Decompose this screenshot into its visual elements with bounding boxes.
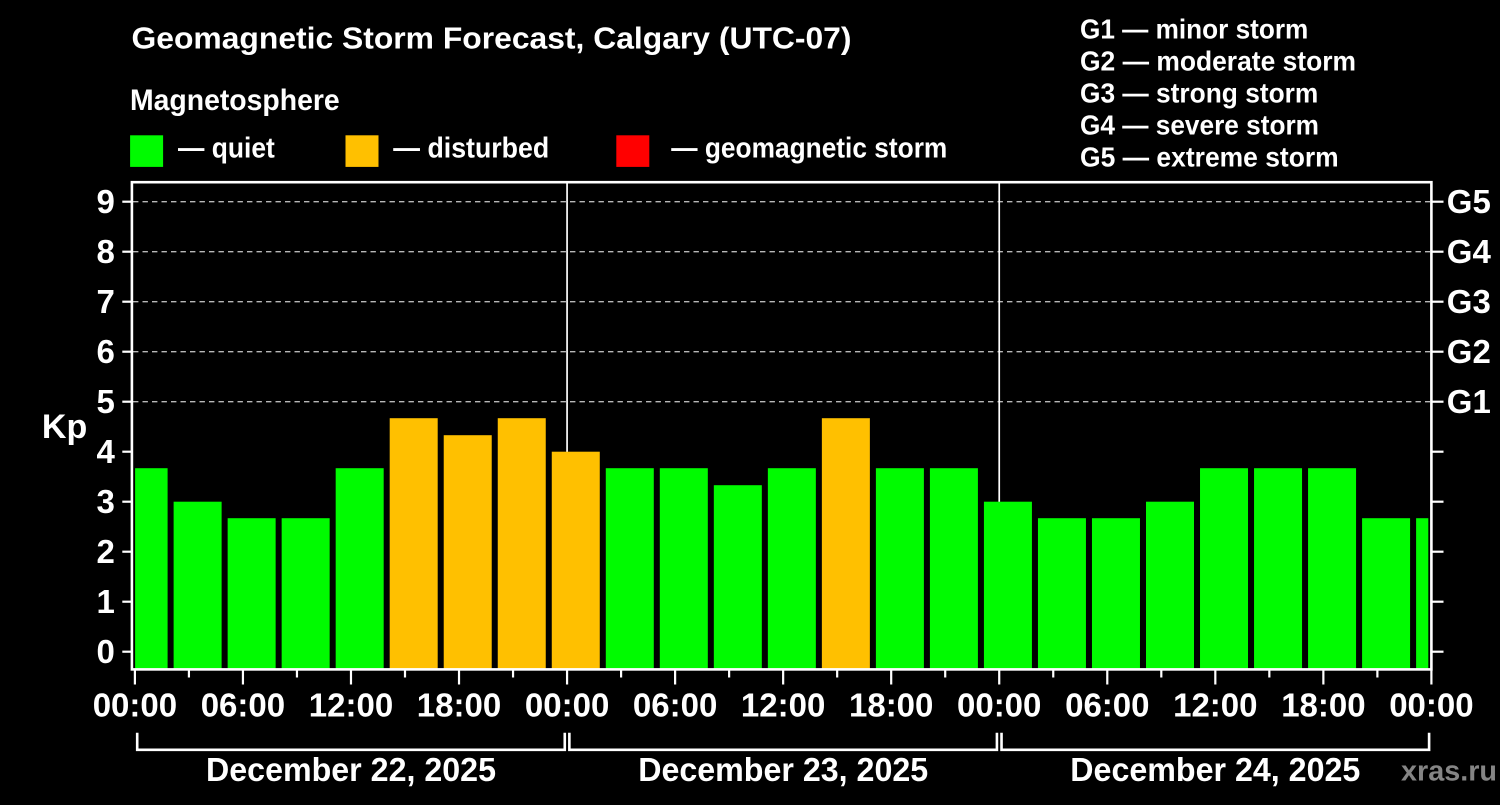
svg-text:00:00: 00:00 (525, 687, 609, 724)
svg-text:7: 7 (96, 283, 114, 320)
svg-text:0: 0 (96, 633, 114, 670)
svg-text:G4 — severe storm: G4 — severe storm (1080, 110, 1319, 141)
svg-text:G4: G4 (1447, 233, 1492, 270)
svg-text:G5 — extreme storm: G5 — extreme storm (1080, 142, 1339, 173)
svg-text:00:00: 00:00 (957, 687, 1041, 724)
svg-text:— quiet: — quiet (178, 133, 275, 165)
svg-text:Magnetosphere: Magnetosphere (130, 84, 340, 117)
svg-text:— disturbed: — disturbed (393, 133, 549, 165)
svg-text:xras.ru: xras.ru (1401, 756, 1497, 788)
svg-text:06:00: 06:00 (633, 687, 717, 724)
svg-text:12:00: 12:00 (741, 687, 825, 724)
svg-text:G5: G5 (1447, 183, 1491, 220)
svg-text:G1: G1 (1447, 383, 1491, 420)
svg-text:00:00: 00:00 (1389, 687, 1473, 724)
svg-text:5: 5 (96, 383, 114, 420)
svg-text:1: 1 (96, 583, 114, 620)
svg-text:06:00: 06:00 (1065, 687, 1149, 724)
svg-text:December 24, 2025: December 24, 2025 (1070, 751, 1360, 788)
svg-text:G1 — minor storm: G1 — minor storm (1080, 14, 1308, 45)
svg-text:G3: G3 (1447, 283, 1491, 320)
svg-text:12:00: 12:00 (309, 687, 393, 724)
svg-text:9: 9 (96, 183, 114, 220)
svg-text:00:00: 00:00 (93, 687, 177, 724)
svg-text:8: 8 (96, 233, 114, 270)
svg-text:Geomagnetic Storm Forecast, Ca: Geomagnetic Storm Forecast, Calgary (UTC… (132, 21, 852, 56)
svg-text:Kp: Kp (42, 408, 87, 446)
svg-text:3: 3 (96, 483, 114, 520)
svg-text:4: 4 (96, 433, 115, 470)
svg-text:December 22, 2025: December 22, 2025 (206, 751, 496, 788)
svg-text:18:00: 18:00 (1281, 687, 1365, 724)
svg-text:06:00: 06:00 (201, 687, 285, 724)
svg-text:2: 2 (96, 533, 114, 570)
svg-text:12:00: 12:00 (1173, 687, 1257, 724)
svg-text:G2 — moderate storm: G2 — moderate storm (1080, 46, 1356, 77)
svg-text:18:00: 18:00 (417, 687, 501, 724)
svg-text:G2: G2 (1447, 333, 1491, 370)
svg-text:— geomagnetic storm: — geomagnetic storm (671, 133, 947, 165)
svg-text:6: 6 (96, 333, 114, 370)
svg-text:G3 — strong storm: G3 — strong storm (1080, 78, 1318, 109)
svg-text:December 23, 2025: December 23, 2025 (638, 751, 928, 788)
svg-text:18:00: 18:00 (849, 687, 933, 724)
